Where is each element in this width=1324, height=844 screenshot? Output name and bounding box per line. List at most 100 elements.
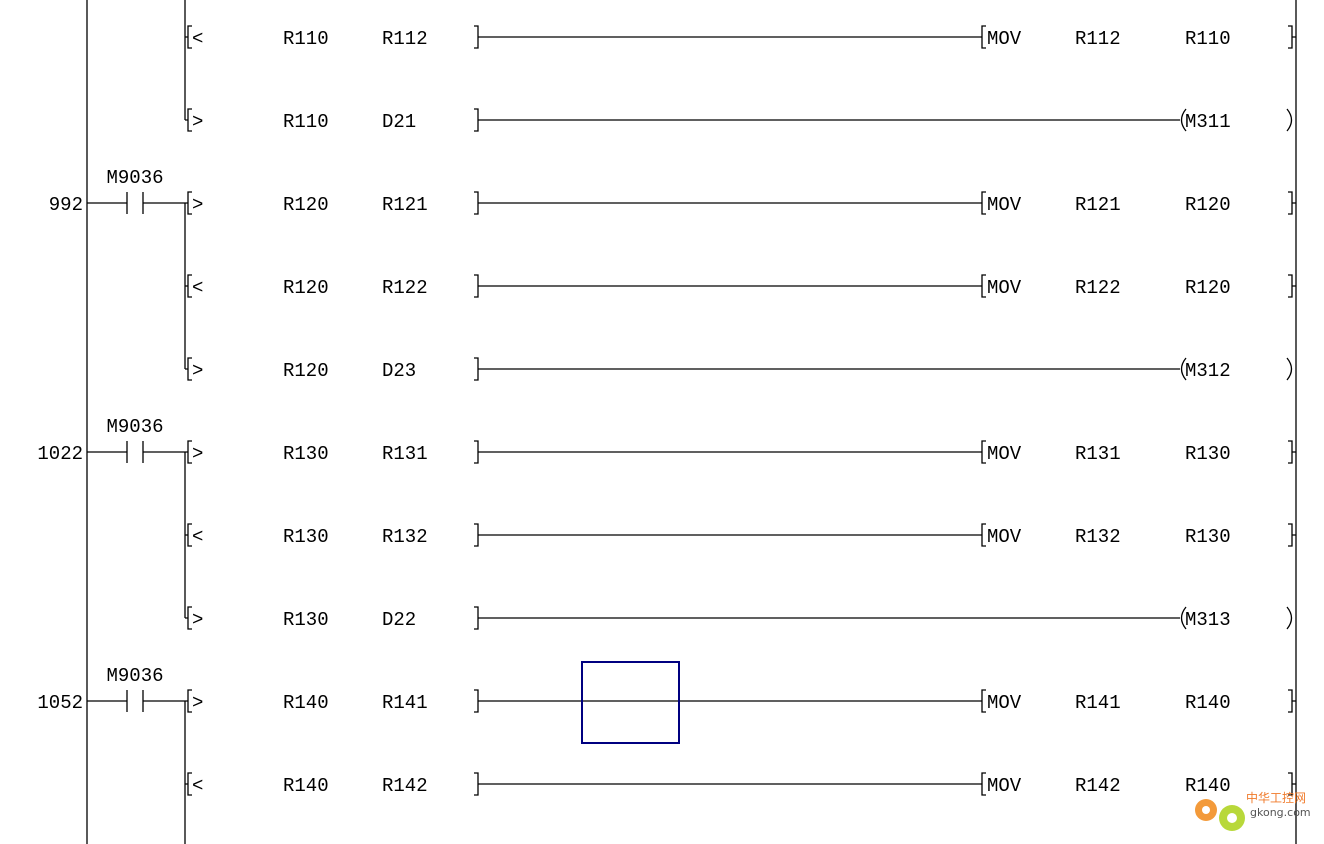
gear-icon — [1219, 805, 1245, 831]
compare-operator: < — [192, 28, 203, 50]
compare-bracket-close — [474, 25, 479, 49]
instruction-destination: R140 — [1185, 775, 1231, 797]
coil-label: M313 — [1185, 609, 1231, 631]
compare-bracket-close — [474, 357, 479, 381]
watermark-cn: 中华工控网 — [1246, 790, 1306, 805]
compare-bracket-open — [185, 357, 192, 381]
instruction-source: R131 — [1075, 443, 1121, 465]
step-number: 1052 — [37, 692, 83, 714]
instruction-destination: R140 — [1185, 692, 1231, 714]
step-number: 1022 — [37, 443, 83, 465]
compare-bracket-close — [474, 772, 479, 796]
instruction-bracket-close — [1288, 274, 1296, 298]
instruction-bracket-close — [1288, 772, 1296, 796]
compare-operand-b: D23 — [382, 360, 416, 382]
instruction-source: R121 — [1075, 194, 1121, 216]
instruction-bracket-close — [1288, 689, 1296, 713]
instruction-bracket-open — [981, 689, 986, 713]
compare-bracket-open — [185, 191, 192, 215]
instruction-bracket-open — [981, 772, 986, 796]
edit-cursor[interactable] — [581, 661, 680, 744]
compare-bracket-open — [185, 689, 192, 713]
compare-operator: > — [192, 443, 203, 465]
instruction-bracket-open — [981, 523, 986, 547]
compare-bracket-open — [185, 523, 192, 547]
instruction-destination: R120 — [1185, 194, 1231, 216]
instruction-bracket-close — [1288, 191, 1296, 215]
instruction-bracket-close — [1288, 523, 1296, 547]
compare-operand-a: R120 — [283, 194, 329, 216]
instruction-source: R141 — [1075, 692, 1121, 714]
compare-bracket-close — [474, 274, 479, 298]
coil-close — [1286, 606, 1293, 630]
instruction-source: R142 — [1075, 775, 1121, 797]
step-number: 992 — [49, 194, 83, 216]
coil-close — [1286, 108, 1293, 132]
compare-bracket-close — [474, 191, 479, 215]
compare-operand-b: R142 — [382, 775, 428, 797]
watermark-logo: 中华工控网 gkong.com — [1195, 790, 1311, 831]
instruction-source: R132 — [1075, 526, 1121, 548]
compare-operator: > — [192, 194, 203, 216]
compare-operand-a: R120 — [283, 277, 329, 299]
compare-bracket-open — [185, 274, 192, 298]
compare-bracket-open — [185, 440, 192, 464]
contact-no — [87, 192, 185, 214]
instruction-mnemonic: MOV — [987, 194, 1022, 216]
coil-label: M312 — [1185, 360, 1231, 382]
compare-operator: < — [192, 526, 203, 548]
compare-operator: > — [192, 360, 203, 382]
instruction-destination: R110 — [1185, 28, 1231, 50]
compare-operand-a: R140 — [283, 692, 329, 714]
compare-bracket-open — [185, 772, 192, 796]
compare-operator: < — [192, 277, 203, 299]
instruction-destination: R130 — [1185, 443, 1231, 465]
instruction-mnemonic: MOV — [987, 277, 1022, 299]
compare-operand-a: R130 — [283, 609, 329, 631]
compare-operand-b: R121 — [382, 194, 428, 216]
instruction-bracket-open — [981, 191, 986, 215]
compare-operand-b: R132 — [382, 526, 428, 548]
instruction-mnemonic: MOV — [987, 775, 1022, 797]
compare-operator: > — [192, 609, 203, 631]
coil-open — [1180, 357, 1187, 381]
coil-close — [1286, 357, 1293, 381]
instruction-bracket-close — [1288, 440, 1296, 464]
contact-label: M9036 — [106, 665, 163, 687]
compare-operator: > — [192, 111, 203, 133]
compare-operand-a: R140 — [283, 775, 329, 797]
compare-operand-a: R110 — [283, 111, 329, 133]
compare-operator: < — [192, 775, 203, 797]
instruction-source: R112 — [1075, 28, 1121, 50]
compare-bracket-open — [185, 25, 192, 49]
instruction-mnemonic: MOV — [987, 692, 1022, 714]
contact-label: M9036 — [106, 416, 163, 438]
compare-operand-b: R112 — [382, 28, 428, 50]
compare-bracket-close — [474, 523, 479, 547]
instruction-bracket-open — [981, 440, 986, 464]
instruction-mnemonic: MOV — [987, 526, 1022, 548]
compare-operand-a: R130 — [283, 526, 329, 548]
instruction-mnemonic: MOV — [987, 28, 1022, 50]
compare-bracket-open — [185, 606, 192, 630]
coil-label: M311 — [1185, 111, 1231, 133]
instruction-bracket-open — [981, 274, 986, 298]
instruction-destination: R120 — [1185, 277, 1231, 299]
contact-no — [87, 441, 185, 463]
compare-operand-a: R130 — [283, 443, 329, 465]
compare-operand-b: R122 — [382, 277, 428, 299]
compare-bracket-close — [474, 689, 479, 713]
compare-operand-b: D22 — [382, 609, 416, 631]
instruction-destination: R130 — [1185, 526, 1231, 548]
instruction-bracket-open — [981, 25, 986, 49]
compare-bracket-close — [474, 440, 479, 464]
compare-bracket-close — [474, 108, 479, 132]
gear-icon — [1195, 799, 1217, 821]
coil-open — [1180, 606, 1187, 630]
compare-bracket-open — [185, 108, 192, 132]
compare-operand-b: D21 — [382, 111, 416, 133]
instruction-source: R122 — [1075, 277, 1121, 299]
compare-operand-b: R141 — [382, 692, 428, 714]
coil-open — [1180, 108, 1187, 132]
instruction-bracket-close — [1288, 25, 1296, 49]
